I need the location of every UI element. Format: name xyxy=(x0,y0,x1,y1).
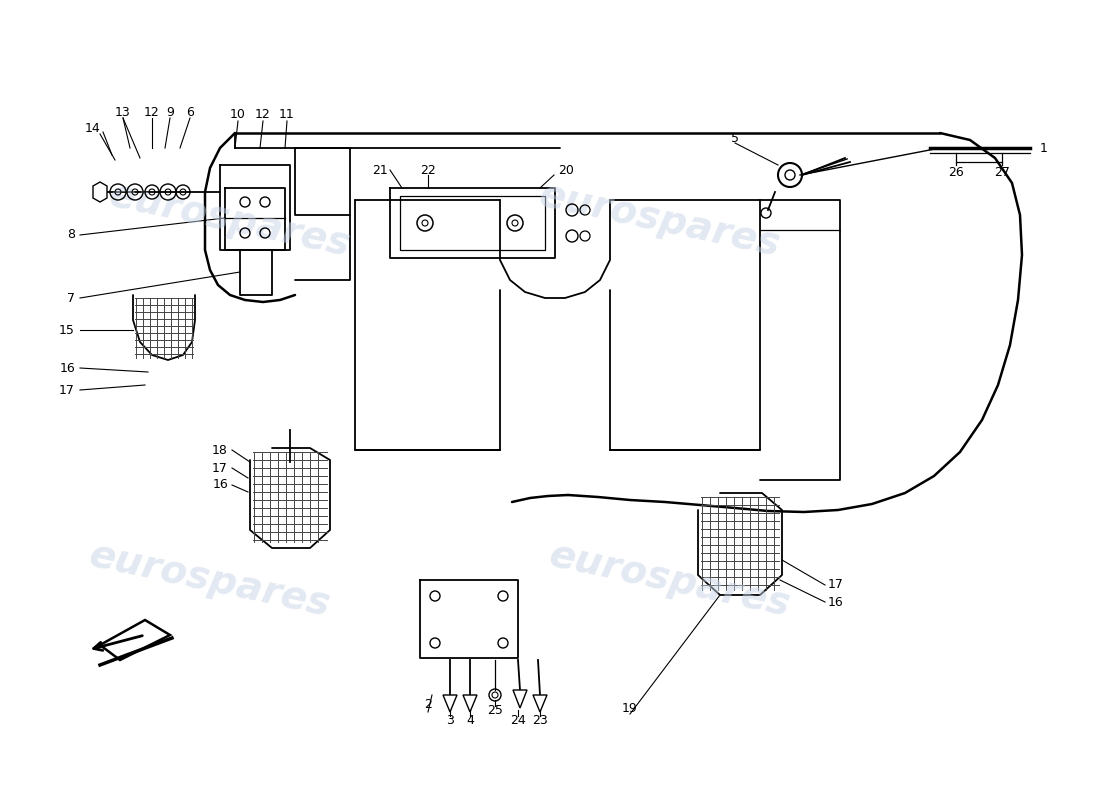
Text: 12: 12 xyxy=(144,106,159,118)
Text: 2: 2 xyxy=(425,698,432,711)
Text: 5: 5 xyxy=(732,131,739,145)
Text: 13: 13 xyxy=(116,106,131,118)
Text: 21: 21 xyxy=(372,163,388,177)
Text: 8: 8 xyxy=(67,229,75,242)
Text: 25: 25 xyxy=(487,703,503,717)
Text: 26: 26 xyxy=(948,166,964,178)
Polygon shape xyxy=(534,695,547,712)
Text: 19: 19 xyxy=(623,702,638,714)
Text: 17: 17 xyxy=(828,578,844,591)
Text: 10: 10 xyxy=(230,109,246,122)
Text: 17: 17 xyxy=(59,383,75,397)
Text: 16: 16 xyxy=(828,595,844,609)
Text: 16: 16 xyxy=(59,362,75,374)
Text: 9: 9 xyxy=(166,106,174,118)
Text: 20: 20 xyxy=(558,163,574,177)
Text: 22: 22 xyxy=(420,163,436,177)
Text: 27: 27 xyxy=(994,166,1010,178)
Text: 12: 12 xyxy=(255,109,271,122)
Text: eurospares: eurospares xyxy=(86,536,334,624)
Polygon shape xyxy=(463,695,477,712)
Text: 1: 1 xyxy=(1040,142,1048,154)
Polygon shape xyxy=(100,620,170,660)
Text: 24: 24 xyxy=(510,714,526,726)
Text: 7: 7 xyxy=(67,291,75,305)
Polygon shape xyxy=(443,695,456,712)
Text: 16: 16 xyxy=(212,478,228,491)
Text: eurospares: eurospares xyxy=(546,536,794,624)
Text: 15: 15 xyxy=(59,323,75,337)
Text: 17: 17 xyxy=(212,462,228,474)
Text: 23: 23 xyxy=(532,714,548,726)
Polygon shape xyxy=(513,690,527,708)
Text: 18: 18 xyxy=(212,443,228,457)
Text: eurospares: eurospares xyxy=(106,176,354,264)
Text: 11: 11 xyxy=(279,109,295,122)
Text: eurospares: eurospares xyxy=(536,176,784,264)
Text: 6: 6 xyxy=(186,106,194,118)
Text: 4: 4 xyxy=(466,714,474,726)
Polygon shape xyxy=(94,182,107,202)
Text: 14: 14 xyxy=(85,122,100,134)
Text: 3: 3 xyxy=(447,714,454,726)
